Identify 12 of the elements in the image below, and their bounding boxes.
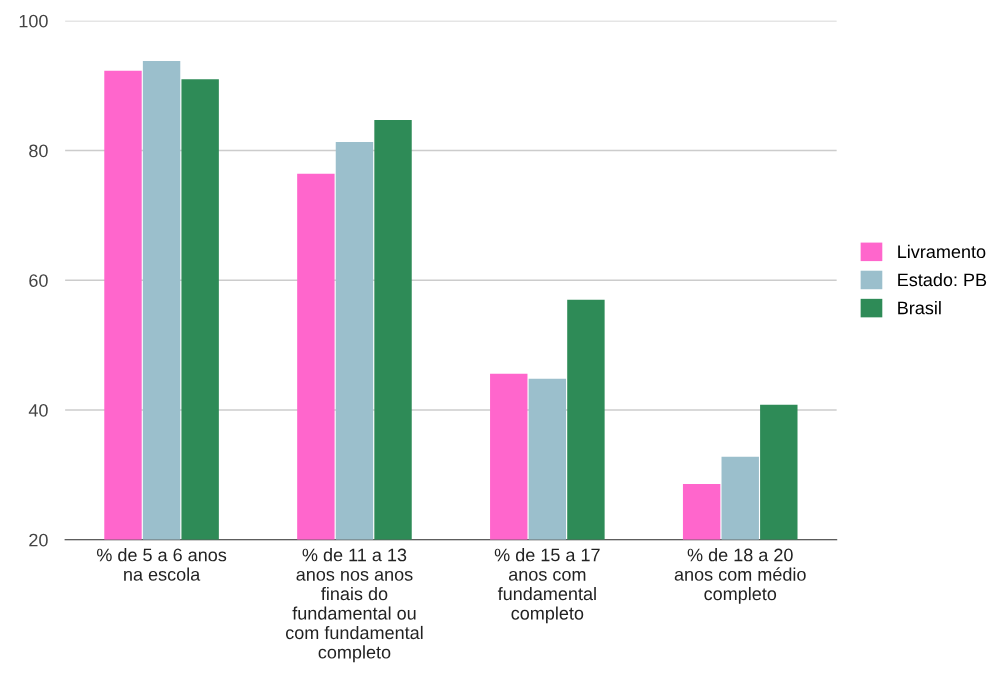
- x-tick-label: % de 18 a 20 anos com médio completo: [674, 548, 806, 604]
- legend-label: Brasil: [898, 301, 941, 315]
- y-tick-label: 60: [29, 274, 48, 287]
- y-tick-label: 20: [29, 533, 48, 547]
- x-tick-label: % de 11 a 13 anos nos anos finais do fundamental ou com fundamental completo: [285, 548, 423, 663]
- x-tick-label: % de 15 a 17 anos com fundamental completo: [494, 548, 600, 624]
- x-tick-label: % de 5 a 6 anos na escola: [96, 548, 227, 581]
- legend-label: Estado: PB: [898, 272, 987, 287]
- y-tick-label: 40: [28, 403, 48, 417]
- y-tick-label: 100: [19, 14, 48, 28]
- legend-label: Livramento: [898, 244, 986, 259]
- y-tick-label: 80: [29, 144, 48, 158]
